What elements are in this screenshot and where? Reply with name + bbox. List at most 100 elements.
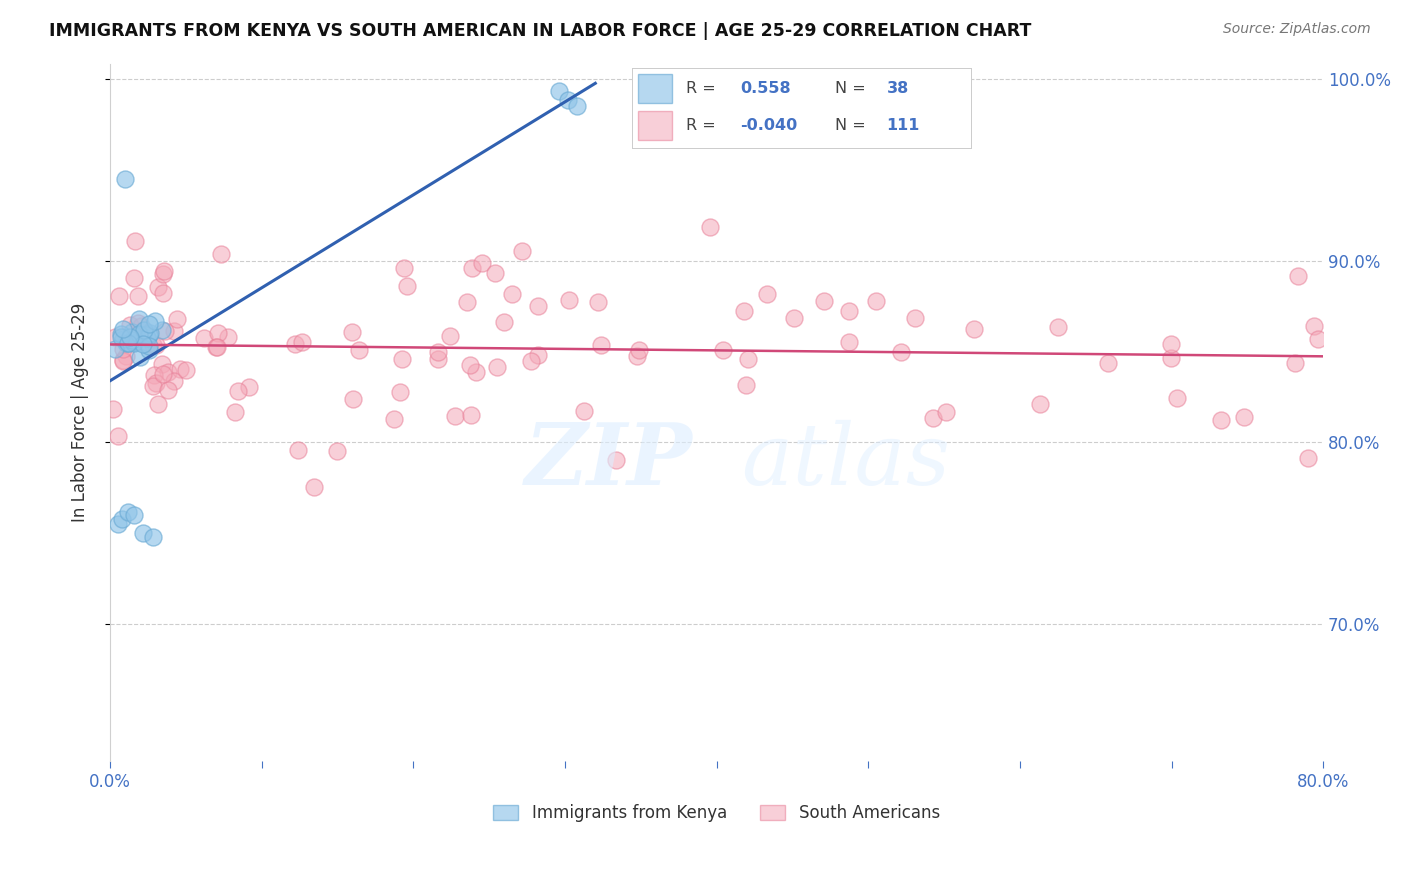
Point xyxy=(456,294,478,309)
Point xyxy=(107,517,129,532)
Point xyxy=(589,338,612,352)
Point xyxy=(112,322,135,336)
Point xyxy=(291,334,314,349)
Point xyxy=(207,326,229,341)
Point xyxy=(460,358,482,372)
Point xyxy=(526,299,548,313)
Point xyxy=(145,376,167,390)
Point xyxy=(135,331,157,345)
Point xyxy=(557,94,579,108)
Point xyxy=(148,280,170,294)
Point xyxy=(486,360,509,375)
Point xyxy=(389,384,412,399)
Point xyxy=(142,338,165,352)
Point xyxy=(512,244,534,258)
Point xyxy=(838,334,860,349)
Point xyxy=(838,303,860,318)
Point xyxy=(153,263,176,277)
Point xyxy=(136,331,159,345)
Point xyxy=(427,352,450,367)
Point xyxy=(155,324,177,338)
Point xyxy=(129,351,152,365)
Point xyxy=(101,402,124,417)
Point xyxy=(565,99,588,113)
Point xyxy=(112,352,135,367)
Point xyxy=(163,324,186,338)
Point xyxy=(756,287,779,301)
Point xyxy=(134,323,156,337)
Point xyxy=(586,295,609,310)
Point xyxy=(460,409,482,423)
Point xyxy=(111,354,134,368)
Point xyxy=(1047,319,1070,334)
Point xyxy=(526,349,548,363)
Point xyxy=(238,379,260,393)
Point xyxy=(138,339,160,353)
Point xyxy=(138,327,160,342)
Point xyxy=(205,340,228,354)
Legend: Immigrants from Kenya, South Americans: Immigrants from Kenya, South Americans xyxy=(486,797,946,829)
Point xyxy=(1298,450,1320,465)
Point xyxy=(127,289,149,303)
Point xyxy=(122,334,145,349)
Point xyxy=(733,303,755,318)
Point xyxy=(737,352,759,367)
Point xyxy=(209,247,232,261)
Text: atlas: atlas xyxy=(741,420,950,502)
Point xyxy=(283,336,305,351)
Point xyxy=(228,384,250,398)
Point xyxy=(520,353,543,368)
Point xyxy=(152,286,174,301)
Point xyxy=(734,377,756,392)
Point xyxy=(935,405,957,419)
Point xyxy=(1166,391,1188,405)
Point xyxy=(921,411,943,425)
Point xyxy=(395,279,418,293)
Point xyxy=(142,379,165,393)
Point xyxy=(382,412,405,426)
Point xyxy=(122,335,145,350)
Point xyxy=(143,368,166,383)
Point xyxy=(572,403,595,417)
Y-axis label: In Labor Force | Age 25-29: In Labor Force | Age 25-29 xyxy=(72,302,89,522)
Point xyxy=(157,365,180,379)
Point xyxy=(118,336,141,351)
Point xyxy=(128,312,150,326)
Point xyxy=(146,396,169,410)
Point xyxy=(963,322,986,336)
Point xyxy=(124,234,146,248)
Point xyxy=(224,405,246,419)
Point xyxy=(627,343,650,358)
Point xyxy=(1288,268,1310,283)
Point xyxy=(138,343,160,357)
Point xyxy=(460,261,482,276)
Point xyxy=(129,318,152,333)
Point xyxy=(169,362,191,376)
Point xyxy=(340,325,363,339)
Point xyxy=(118,318,141,332)
Point xyxy=(174,363,197,377)
Point xyxy=(166,311,188,326)
Point xyxy=(1232,409,1254,424)
Point xyxy=(464,365,486,379)
Point xyxy=(138,317,160,331)
Point xyxy=(626,349,648,363)
Point xyxy=(1211,413,1233,427)
Point xyxy=(121,333,143,347)
Point xyxy=(1097,355,1119,369)
Point xyxy=(111,512,134,526)
Point xyxy=(150,323,173,337)
Point xyxy=(110,327,132,342)
Point xyxy=(115,336,138,351)
Point xyxy=(104,343,127,357)
Point xyxy=(110,330,132,344)
Point xyxy=(501,286,523,301)
Point xyxy=(558,293,581,307)
Point xyxy=(157,383,180,397)
Point xyxy=(205,340,228,354)
Point xyxy=(1029,397,1052,411)
Point xyxy=(107,289,129,303)
Point xyxy=(287,442,309,457)
Point xyxy=(392,261,415,276)
Point xyxy=(605,453,627,467)
